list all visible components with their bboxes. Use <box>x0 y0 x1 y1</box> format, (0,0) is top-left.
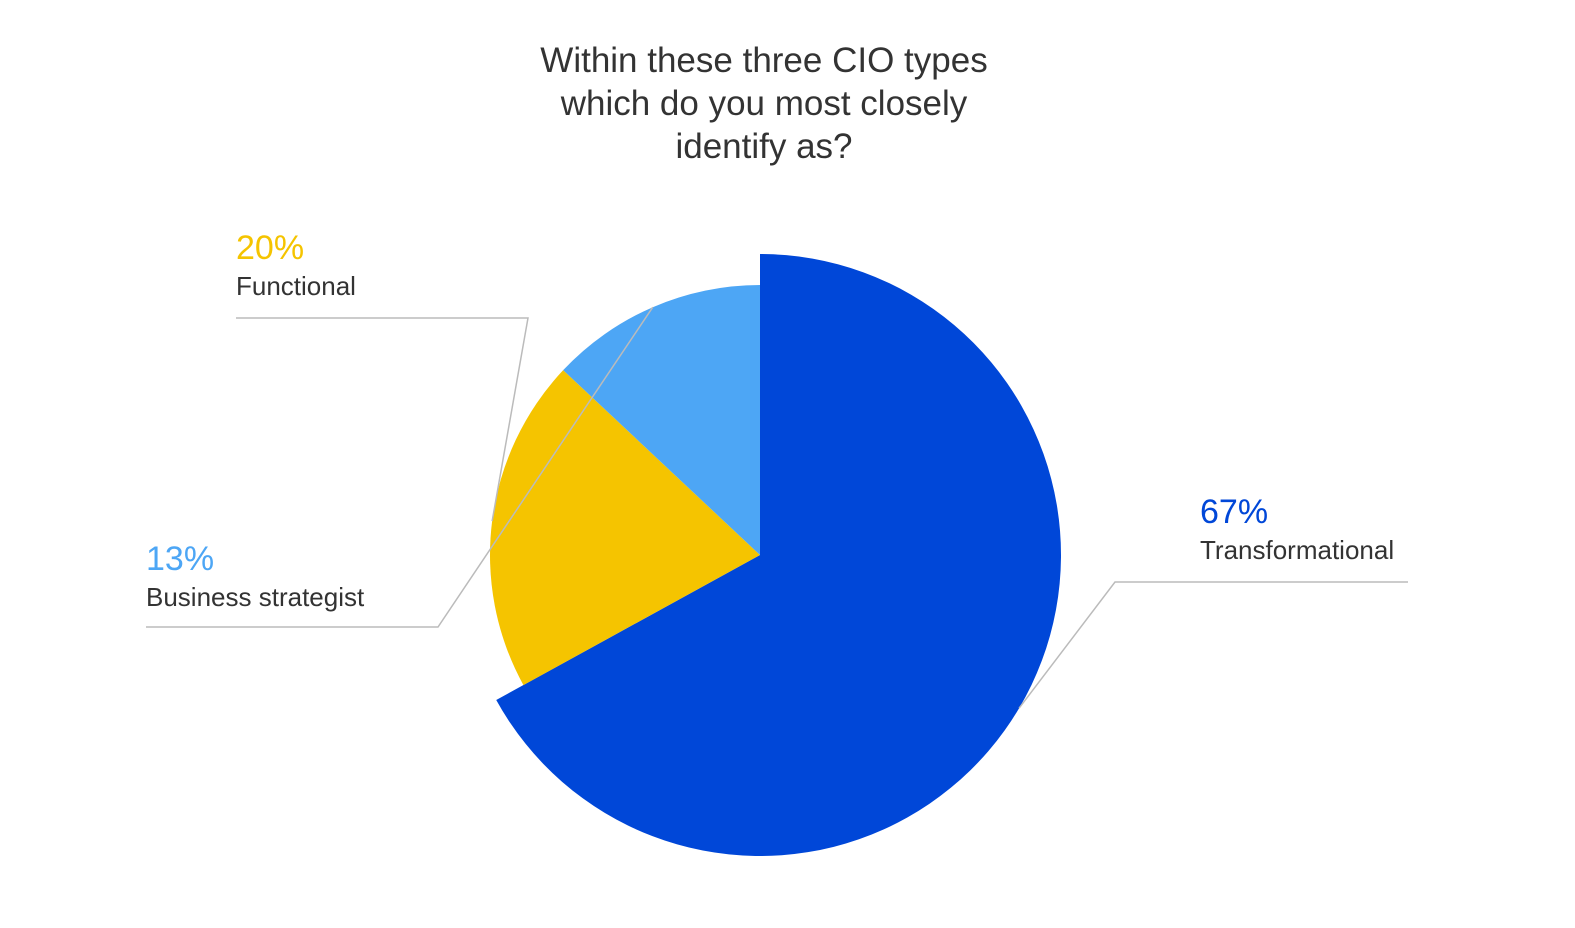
data-label-functional: 20% <box>236 229 304 267</box>
chart-title-line-2: which do you most closely <box>560 84 968 123</box>
category-label-transformational: Transformational <box>1200 535 1394 565</box>
category-label-functional: Functional <box>236 271 356 301</box>
slice-transformational <box>496 254 1061 856</box>
data-label-business-strategist: 13% <box>146 540 214 578</box>
category-label-business-strategist: Business strategist <box>146 582 365 612</box>
leader-line-business-strategist <box>146 306 654 628</box>
chart-title-line-1: Within these three CIO types <box>540 41 987 80</box>
leader-line-functional <box>236 317 529 522</box>
pie-slices <box>490 254 1061 856</box>
slice-labels: 67% Transformational 20% Functional 13% Busin… <box>146 229 1408 709</box>
data-label-transformational: 67% <box>1200 493 1268 531</box>
leader-line-transformational <box>1018 581 1408 709</box>
chart-title-line-3: identify as? <box>675 127 852 166</box>
slice-business-strategist <box>563 285 760 555</box>
